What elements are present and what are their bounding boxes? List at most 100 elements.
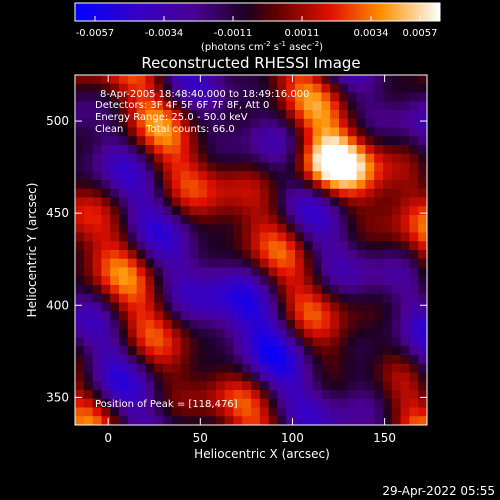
heatmap-pixel	[321, 118, 331, 129]
heatmap-pixel	[286, 197, 296, 207]
heatmap-pixel	[268, 285, 278, 295]
heatmap-pixel	[277, 407, 287, 417]
heatmap-pixel	[198, 118, 208, 129]
heatmap-pixel	[374, 215, 384, 225]
heatmap-pixel	[303, 337, 314, 347]
heatmap-pixel	[374, 127, 384, 137]
heatmap-pixel	[321, 285, 331, 295]
heatmap-pixel	[321, 293, 331, 304]
heatmap-pixel	[215, 328, 226, 339]
heatmap-pixel	[277, 311, 287, 321]
heatmap-pixel	[136, 171, 146, 181]
heatmap-pixel	[163, 232, 173, 242]
heatmap-pixel	[330, 171, 340, 181]
heatmap-pixel	[171, 320, 182, 330]
heatmap-pixel	[339, 110, 349, 120]
heatmap-pixel	[339, 197, 349, 207]
heatmap-pixel	[418, 92, 427, 102]
heatmap-pixel	[286, 337, 296, 347]
heatmap-pixel	[207, 215, 217, 225]
heatmap-pixel	[83, 390, 94, 400]
heatmap-pixel	[92, 355, 102, 365]
heatmap-pixel	[409, 363, 419, 374]
heatmap-pixel	[83, 145, 94, 155]
heatmap-pixel	[163, 328, 173, 339]
heatmap-pixel	[189, 250, 199, 260]
heatmap-pixel	[259, 75, 270, 85]
heatmap-pixel	[365, 328, 375, 339]
heatmap-pixel	[154, 145, 164, 155]
heatmap-pixel	[400, 118, 410, 129]
heatmap-pixel	[127, 390, 138, 400]
heatmap-pixel	[92, 293, 102, 304]
heatmap-pixel	[418, 241, 427, 251]
heatmap-pixel	[154, 276, 164, 286]
heatmap-pixel	[145, 171, 155, 181]
heatmap-pixel	[215, 232, 226, 242]
heatmap-pixel	[110, 328, 120, 339]
heatmap-pixel	[119, 302, 129, 312]
heatmap-pixel	[136, 416, 146, 425]
heatmap-pixel	[110, 162, 120, 172]
heatmap-pixel	[295, 127, 305, 137]
heatmap-pixel	[268, 118, 278, 129]
heatmap-pixel	[365, 153, 375, 164]
heatmap-pixel	[339, 127, 349, 137]
heatmap-pixel	[101, 92, 111, 102]
heatmap-pixel	[391, 407, 402, 417]
heatmap-pixel	[251, 136, 261, 146]
heatmap-pixel	[163, 276, 173, 286]
heatmap-pixel	[171, 250, 182, 260]
heatmap-pixel	[242, 101, 252, 111]
heatmap-pixel	[400, 355, 410, 365]
heatmap-pixel	[409, 302, 419, 312]
heatmap-pixel	[180, 390, 190, 400]
heatmap-pixel	[374, 407, 384, 417]
heatmap-pixel	[180, 241, 190, 251]
heatmap-pixel	[409, 162, 419, 172]
heatmap-pixel	[251, 101, 261, 111]
heatmap-pixel	[92, 276, 102, 286]
heatmap-pixel	[312, 206, 322, 216]
heatmap-pixel	[365, 197, 375, 207]
heatmap-pixel	[136, 293, 146, 304]
heatmap-pixel	[259, 171, 270, 181]
heatmap-pixel	[92, 407, 102, 417]
heatmap-pixel	[409, 328, 419, 339]
heatmap-pixel	[136, 162, 146, 172]
heatmap-pixel	[101, 162, 111, 172]
heatmap-pixel	[251, 83, 261, 94]
heatmap-pixel	[110, 110, 120, 120]
heatmap-pixel	[83, 188, 94, 199]
heatmap-pixel	[400, 101, 410, 111]
heatmap-pixel	[215, 92, 226, 102]
heatmap-pixel	[339, 223, 349, 234]
heatmap-pixel	[110, 92, 120, 102]
heatmap-pixel	[312, 223, 322, 234]
heatmap-pixel	[259, 320, 270, 330]
heatmap-pixel	[92, 171, 102, 181]
heatmap-pixel	[418, 215, 427, 225]
heatmap-pixel	[259, 101, 270, 111]
heatmap-pixel	[119, 215, 129, 225]
heatmap-pixel	[277, 346, 287, 356]
heatmap-pixel	[242, 250, 252, 260]
heatmap-pixel	[136, 206, 146, 216]
heatmap-pixel	[356, 206, 366, 216]
heatmap-pixel	[295, 171, 305, 181]
chart-title: Reconstructed RHESSI Image	[141, 54, 360, 72]
heatmap-pixel	[233, 381, 243, 391]
heatmap-pixel	[180, 223, 190, 234]
heatmap-pixel	[356, 407, 366, 417]
heatmap-pixel	[365, 223, 375, 234]
heatmap-pixel	[110, 197, 120, 207]
heatmap-pixel	[268, 355, 278, 365]
heatmap-pixel	[224, 83, 234, 94]
heatmap-pixel	[268, 293, 278, 304]
heatmap-pixel	[383, 110, 393, 120]
heatmap-pixel	[180, 416, 190, 425]
heatmap-pixel	[330, 390, 340, 400]
heatmap-pixel	[356, 180, 366, 190]
heatmap-pixel	[409, 293, 419, 304]
heatmap-pixel	[136, 346, 146, 356]
